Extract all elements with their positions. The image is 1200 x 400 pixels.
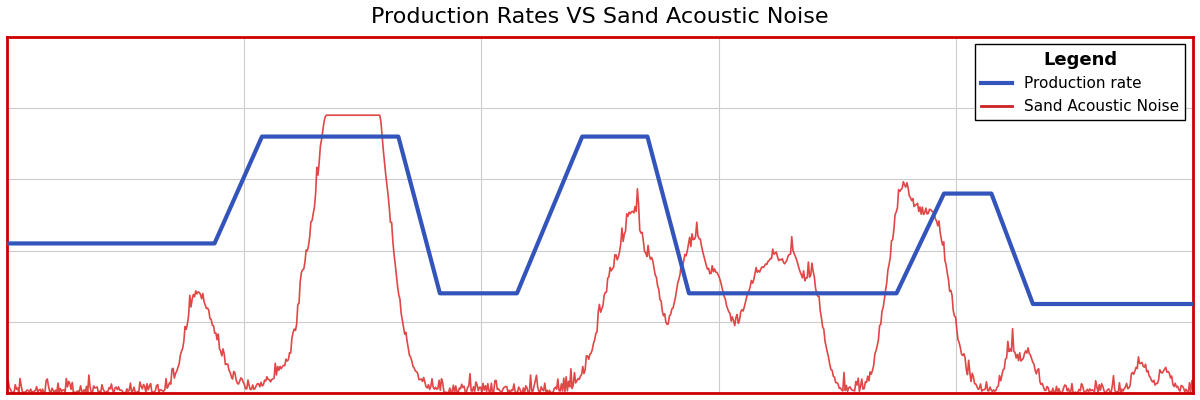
Title: Production Rates VS Sand Acoustic Noise: Production Rates VS Sand Acoustic Noise [371, 7, 829, 27]
Legend: Production rate, Sand Acoustic Noise: Production rate, Sand Acoustic Noise [976, 44, 1186, 120]
